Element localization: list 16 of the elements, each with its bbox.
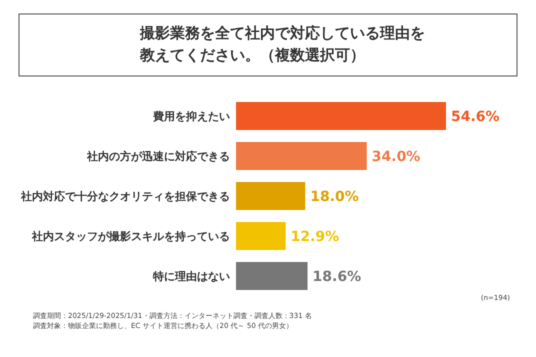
chart-title: 撮影業務を全て社内で対応している理由を教えてください。（複数選択可） <box>139 24 425 64</box>
data-label: 12.9% <box>290 229 340 245</box>
bar <box>236 222 286 250</box>
bar <box>236 262 308 290</box>
y-tick-label: 社内スタッフが撮影スキルを持っている <box>31 230 230 243</box>
y-tick-label: 社内対応で十分なクオリティを担保できる <box>20 190 230 203</box>
y-tick-label: 費用を抑えたい <box>152 110 230 123</box>
data-label: 34.0% <box>372 149 420 165</box>
bar <box>236 182 306 210</box>
bar <box>236 142 367 170</box>
y-tick-label: 社内の方が迅速に対応できる <box>86 150 230 163</box>
data-label: 18.0% <box>310 189 359 205</box>
bar <box>236 102 446 130</box>
data-label: 54.6% <box>451 109 500 125</box>
y-tick-label: 特に理由はない <box>152 270 230 283</box>
data-label: 18.6% <box>312 269 362 285</box>
